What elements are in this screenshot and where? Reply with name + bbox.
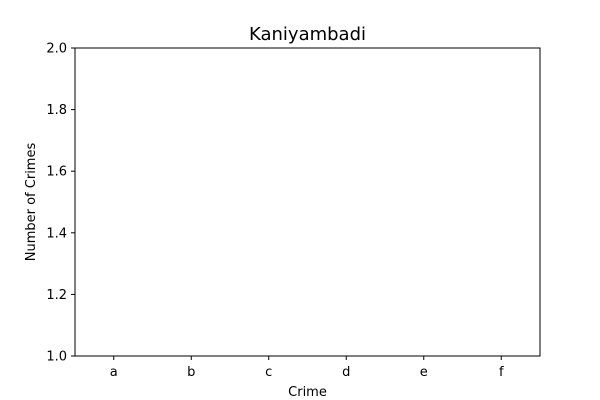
y-axis-ticks: 1.0 1.2 1.4 1.6 1.8 2.0 <box>46 42 75 365</box>
x-tick-label: f <box>499 365 504 380</box>
y-tick-label: 1.8 <box>46 103 67 118</box>
y-tick-label: 1.6 <box>46 165 67 180</box>
y-tick-label: 2.0 <box>46 42 67 57</box>
x-tick-label: c <box>265 365 272 380</box>
y-tick-label: 1.4 <box>46 226 67 241</box>
x-tick-label: d <box>342 365 350 380</box>
plot-area-frame <box>74 47 541 357</box>
x-tick-label: a <box>110 365 118 380</box>
x-axis-ticks: a b c d e f <box>110 356 504 380</box>
y-tick-label: 1.2 <box>46 288 67 303</box>
x-axis-label: Crime <box>288 385 327 400</box>
chart-title: Kaniyambadi <box>249 24 366 45</box>
x-tick-label: b <box>187 365 195 380</box>
y-axis-label: Number of Crimes <box>24 143 39 262</box>
y-tick-label: 1.0 <box>46 350 67 365</box>
x-tick-label: e <box>420 365 428 380</box>
